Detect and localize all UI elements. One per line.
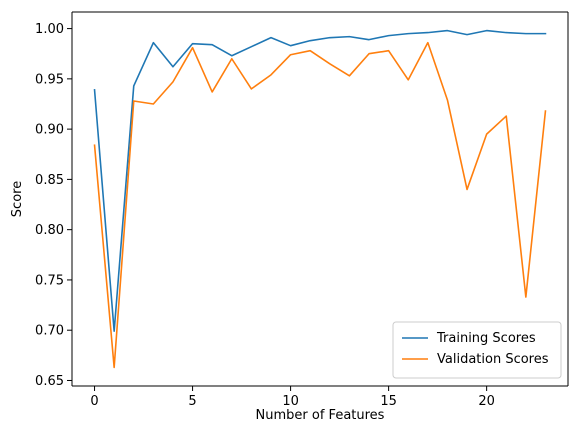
y-tick-label: 0.95: [35, 72, 64, 87]
y-tick-label: 0.90: [35, 123, 64, 138]
legend: Training Scores Validation Scores: [392, 321, 562, 379]
x-tick-label: 15: [380, 394, 397, 409]
legend-label-validation: Validation Scores: [437, 352, 549, 367]
series-lines: [93, 29, 547, 369]
y-tick-label: 0.75: [35, 273, 64, 288]
x-tick-label: 10: [282, 394, 299, 409]
y-axis-label: Score: [10, 181, 25, 217]
y-tick-label: 0.80: [35, 223, 64, 238]
x-tick-label: 5: [188, 394, 196, 409]
x-axis-label: Number of Features: [256, 408, 385, 423]
y-tick-label: 1.00: [35, 22, 64, 37]
series-line-training: [93, 29, 547, 333]
y-axis-ticks: 0.65 0.70 0.75 0.80 0.85 0.90 0.95 1.00: [35, 22, 72, 389]
axes-frame: [71, 11, 569, 387]
x-tick-label: 0: [90, 394, 98, 409]
y-tick-label: 0.70: [35, 324, 64, 339]
x-axis-ticks: 0 5 10 15 20: [90, 386, 495, 409]
y-tick-label: 0.85: [35, 173, 64, 188]
legend-box: [392, 321, 562, 379]
legend-label-training: Training Scores: [436, 331, 536, 346]
y-tick-label: 0.65: [35, 374, 64, 389]
series-line-validation: [93, 41, 547, 369]
x-tick-label: 20: [478, 394, 495, 409]
